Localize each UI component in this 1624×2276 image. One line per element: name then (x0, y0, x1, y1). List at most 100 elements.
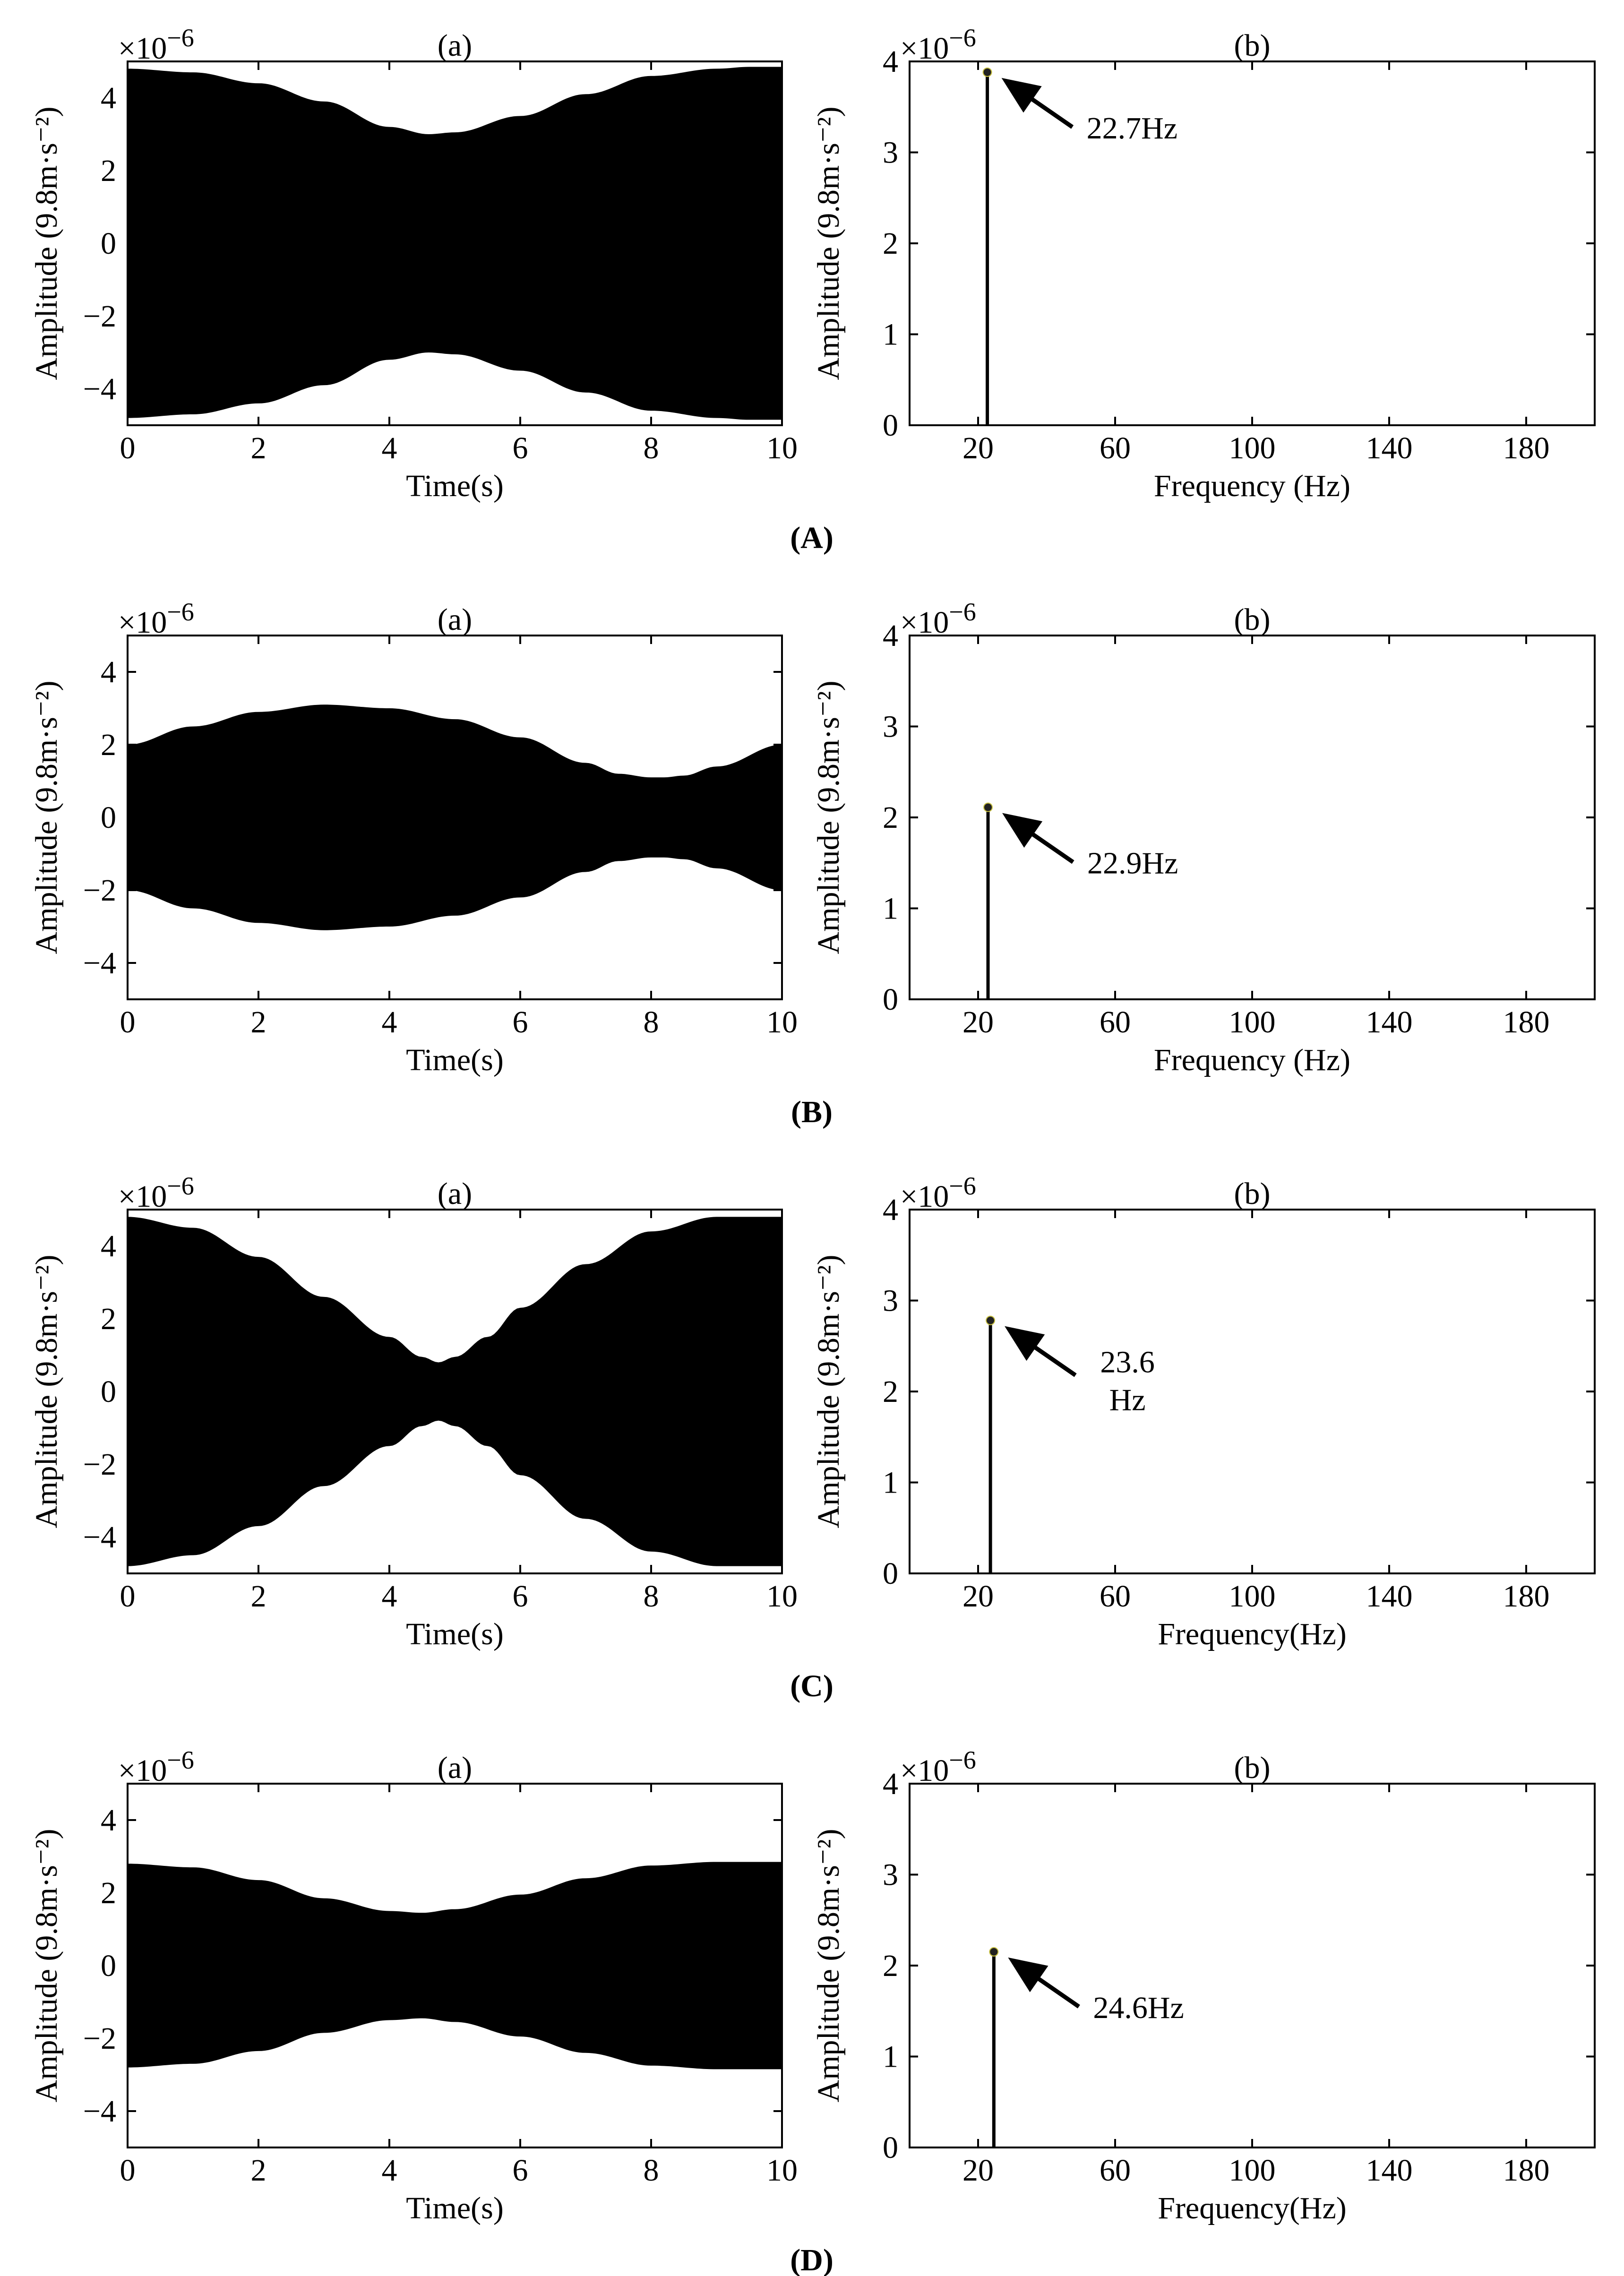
y-tick-label: 4 (883, 44, 898, 79)
x-tick-label: 60 (1100, 1579, 1131, 1614)
x-axis-label: Frequency (Hz) (1154, 1043, 1350, 1077)
x-tick-label: 4 (382, 2153, 397, 2188)
group-label: (B) (791, 1095, 833, 1129)
x-tick-label: 60 (1100, 2153, 1131, 2188)
exponent-power: −6 (949, 1746, 976, 1774)
y-tick-label: 0 (883, 408, 898, 443)
exponent-base: ×10 (900, 1753, 949, 1788)
y-tick-label: 1 (883, 892, 898, 926)
y-axis-label: Amplitude (9.8m·s⁻²) (29, 1255, 64, 1529)
x-tick-label: 8 (644, 1579, 659, 1614)
y-axis-label: Amplitude (9.8m·s⁻²) (29, 681, 64, 954)
x-tick-label: 6 (513, 431, 528, 465)
y-axis-label: Amplitude (9.8m·s⁻²) (811, 1255, 846, 1529)
exponent-power: −6 (167, 598, 194, 626)
y-axis-label: Amplitude (9.8m·s⁻²) (29, 1829, 64, 2103)
y-axis-label: Amplitude (9.8m·s⁻²) (811, 1829, 846, 2103)
y-tick-label: 2 (883, 1949, 898, 1983)
exponent-base: ×10 (118, 1753, 167, 1788)
y-axis-label: Amplitude (9.8m·s⁻²) (29, 107, 64, 380)
exponent-power: −6 (949, 1172, 976, 1200)
exponent-power: −6 (167, 24, 194, 52)
annotation-arrowhead (1008, 1957, 1048, 1993)
x-axis-label: Frequency (Hz) (1154, 469, 1350, 503)
signal-envelope (128, 1862, 782, 2070)
x-axis-label: Frequency(Hz) (1158, 2191, 1346, 2225)
peak-annotation: 22.9Hz (1087, 846, 1178, 881)
y-tick-label: 4 (883, 618, 898, 653)
x-tick-label: 60 (1100, 431, 1131, 465)
y-tick-label: 0 (101, 1374, 116, 1409)
plot-frame (909, 60, 1596, 426)
x-axis-label: Time(s) (406, 469, 504, 503)
x-tick-label: 0 (120, 2153, 136, 2188)
x-tick-label: 180 (1503, 2153, 1550, 2188)
x-tick-label: 2 (251, 2153, 266, 2188)
panel-title: (b) (1234, 602, 1271, 637)
x-tick-label: 180 (1503, 1579, 1550, 1614)
exponent-label: ×10−6 (118, 1746, 194, 1788)
exponent-label: ×10−6 (900, 598, 976, 640)
y-tick-label: −4 (83, 946, 116, 980)
y-tick-label: 4 (101, 1803, 116, 1838)
exponent-label: ×10−6 (900, 24, 976, 66)
x-tick-label: 60 (1100, 1005, 1131, 1039)
x-tick-label: 140 (1366, 2153, 1413, 2188)
y-tick-label: 1 (883, 318, 898, 352)
y-tick-label: 0 (101, 800, 116, 835)
x-tick-label: 8 (644, 2153, 659, 2188)
y-tick-label: 3 (883, 1284, 898, 1318)
x-tick-label: 10 (766, 431, 798, 465)
annotation-arrowhead (1002, 813, 1043, 848)
panel-title: (a) (438, 602, 472, 637)
y-tick-label: 2 (101, 728, 116, 762)
x-tick-label: 180 (1503, 1005, 1550, 1039)
signal-envelope (128, 67, 782, 420)
x-tick-label: 0 (120, 1579, 136, 1614)
peak-annotation: 22.7Hz (1087, 111, 1177, 146)
exponent-label: ×10−6 (900, 1172, 976, 1214)
peak-marker (983, 802, 993, 812)
x-tick-label: 140 (1366, 1005, 1413, 1039)
peak-annotation: 23.6 (1100, 1345, 1155, 1380)
signal-envelope (128, 704, 782, 930)
x-tick-label: 20 (962, 431, 994, 465)
x-tick-label: 2 (251, 431, 266, 465)
x-axis-label: Time(s) (406, 2191, 504, 2225)
x-tick-label: 140 (1366, 431, 1413, 465)
signal-envelope (128, 1217, 782, 1566)
group-label: (A) (790, 521, 833, 555)
group-label: (D) (790, 2243, 833, 2276)
y-tick-label: 2 (101, 1302, 116, 1336)
x-tick-label: 100 (1229, 431, 1276, 465)
x-tick-label: 20 (962, 1579, 994, 1614)
peak-annotation: 24.6Hz (1093, 1991, 1184, 2025)
x-tick-label: 6 (513, 1579, 528, 1614)
y-tick-label: 3 (883, 1858, 898, 1892)
exponent-label: ×10−6 (118, 598, 194, 640)
y-tick-label: 1 (883, 2040, 898, 2074)
y-tick-label: −2 (83, 2021, 116, 2056)
y-tick-label: 0 (883, 982, 898, 1017)
annotation-arrowhead (1001, 77, 1042, 113)
y-tick-label: −4 (83, 372, 116, 406)
plot-frame (909, 1209, 1596, 1574)
panel-title: (b) (1234, 1751, 1271, 1785)
peak-annotation: Hz (1109, 1383, 1146, 1417)
y-tick-label: 2 (883, 226, 898, 261)
exponent-label: ×10−6 (900, 1746, 976, 1788)
y-tick-label: 0 (883, 2130, 898, 2165)
x-tick-label: 6 (513, 2153, 528, 2188)
y-axis-label: Amplitude (9.8m·s⁻²) (811, 107, 846, 380)
exponent-base: ×10 (900, 31, 949, 66)
exponent-power: −6 (167, 1172, 194, 1200)
y-tick-label: 4 (883, 1193, 898, 1227)
peak-marker (989, 1947, 999, 1957)
x-tick-label: 4 (382, 1005, 397, 1039)
y-tick-label: −4 (83, 2094, 116, 2129)
y-tick-label: 2 (101, 1876, 116, 1910)
y-axis-label: Amplitude (9.8m·s⁻²) (811, 681, 846, 954)
